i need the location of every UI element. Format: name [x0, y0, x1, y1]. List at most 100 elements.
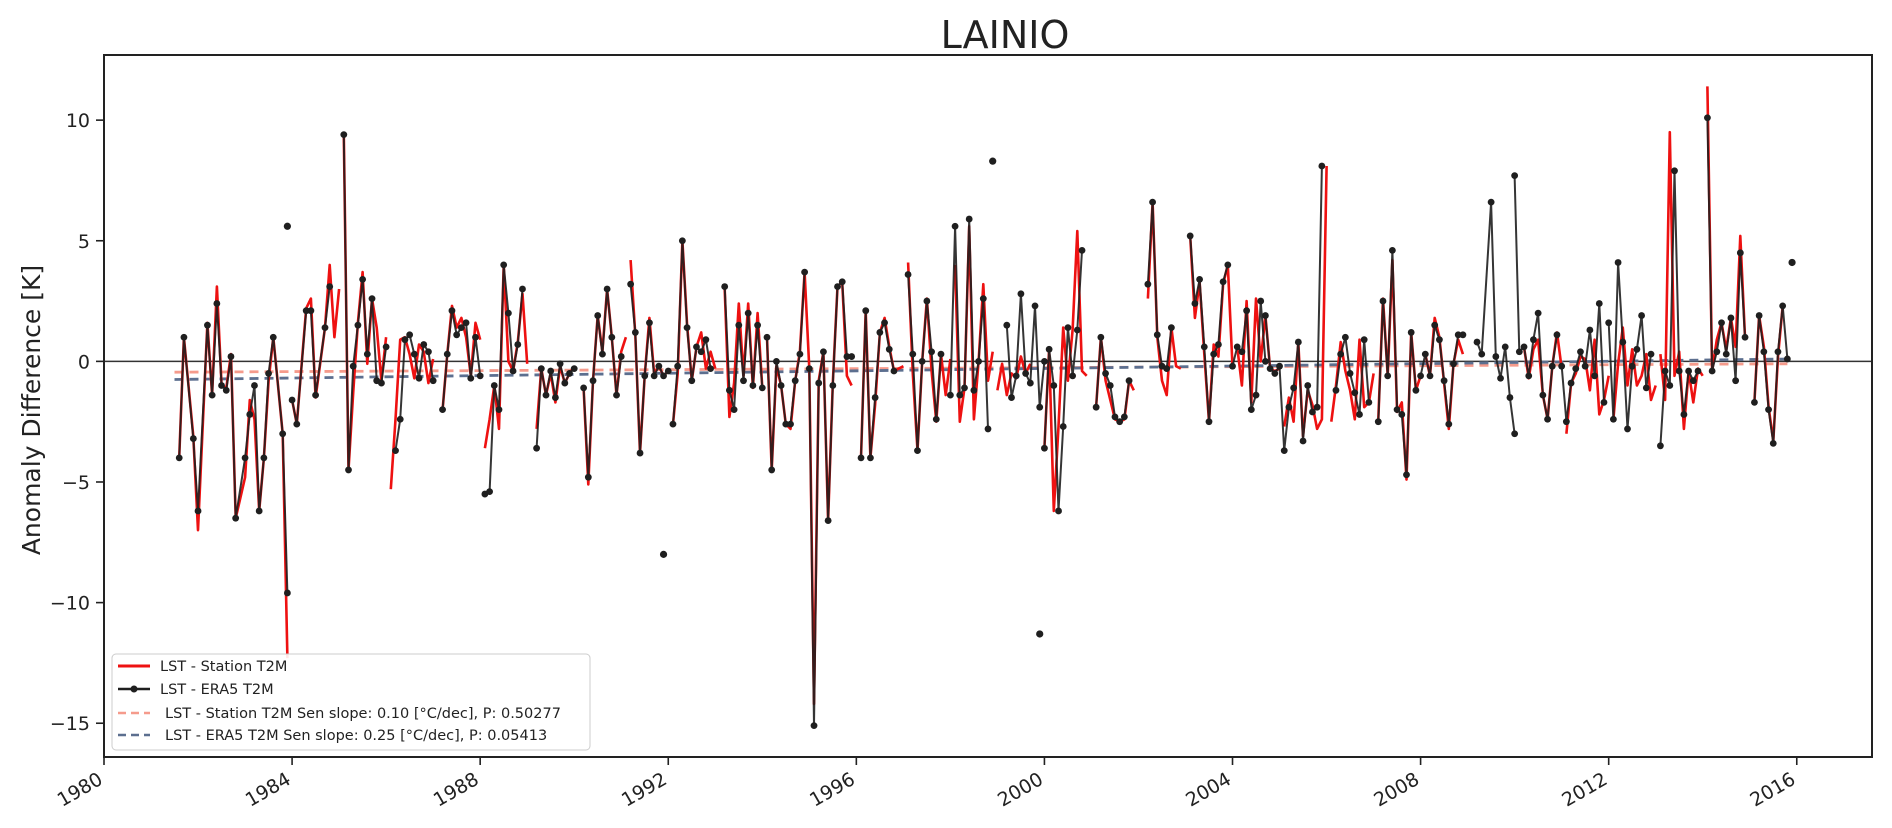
data-point-era5 [1548, 362, 1556, 370]
series-line-era5 [766, 272, 806, 471]
data-point-era5 [834, 283, 841, 290]
series-line-era5 [1753, 304, 1789, 445]
data-point-era5 [674, 362, 682, 370]
data-point-era5 [1562, 418, 1570, 426]
data-point-era5 [1102, 370, 1109, 377]
data-point-era5 [1539, 391, 1547, 399]
data-point-era5 [1022, 370, 1030, 377]
data-point-era5 [410, 350, 418, 358]
data-point-era5 [1445, 420, 1453, 428]
data-point-era5 [693, 343, 700, 351]
data-point-era5 [1219, 278, 1227, 286]
data-point-era5 [1501, 343, 1509, 351]
data-point-era5 [1200, 343, 1208, 351]
data-point-era5 [425, 348, 432, 356]
data-point-era5 [1774, 348, 1782, 356]
data-point-era5 [1619, 338, 1627, 346]
data-point-era5 [1041, 444, 1048, 452]
data-point-era5 [1167, 324, 1175, 331]
x-axis-ticks: 1980 1984 1988 1992 1996 2000 2004 2008 2012 2016 [54, 757, 1799, 812]
plot-frame [103, 54, 1873, 758]
data-point-era5 [1407, 329, 1415, 336]
data-point-era5 [1511, 430, 1519, 438]
data-point-era5 [1125, 377, 1133, 385]
data-point-era5 [1765, 406, 1772, 414]
y-tick-label: −15 [50, 713, 90, 735]
data-point-era5 [1106, 382, 1114, 389]
x-tick-label: 2004 [1182, 768, 1235, 811]
data-point-era5 [1374, 418, 1382, 426]
data-point-era5 [1661, 367, 1669, 375]
data-point-era5 [359, 275, 367, 283]
series-line-station [1706, 86, 1747, 373]
data-point-era5 [1360, 336, 1368, 344]
data-point-era5 [1045, 345, 1053, 353]
data-point-era5 [965, 215, 973, 223]
data-point-era5 [1210, 350, 1218, 358]
data-point-era5 [646, 319, 653, 327]
data-point-era5 [269, 333, 277, 341]
x-tick-label: 2008 [1370, 768, 1423, 811]
data-point-era5 [683, 324, 691, 331]
legend: LST - Station T2M LST - ERA5 T2M LST - S… [111, 653, 591, 751]
data-point-era5 [688, 377, 696, 385]
data-point-era5 [547, 367, 555, 375]
data-point-era5 [1454, 331, 1462, 339]
data-point-era5 [213, 300, 221, 307]
data-point-era5 [1567, 379, 1575, 387]
data-point-era5 [923, 297, 931, 305]
data-point-era5 [801, 268, 809, 276]
data-point-era5 [768, 466, 776, 474]
data-point-era5 [1558, 362, 1566, 370]
legend-label-era5: LST - ERA5 T2M [160, 682, 274, 698]
data-point-era5 [1247, 406, 1255, 414]
data-point-era5 [1309, 408, 1316, 416]
data-point-era5 [805, 365, 813, 373]
data-point-era5 [486, 488, 493, 496]
data-point-era5 [1280, 447, 1288, 455]
data-point-era5 [1614, 259, 1622, 266]
series-line-era5 [860, 309, 895, 459]
data-point-era5 [1012, 372, 1020, 380]
data-point-era5 [1642, 384, 1650, 392]
data-point-era5 [1671, 167, 1678, 175]
data-point-era5 [1116, 418, 1124, 426]
legend-label-station: LST - Station T2M [160, 659, 287, 675]
data-point-era5 [636, 449, 644, 457]
data-point-era5 [1760, 348, 1768, 356]
data-point-era5 [504, 309, 512, 317]
data-point-era5 [1436, 336, 1443, 344]
data-point-era5 [1417, 372, 1424, 380]
data-point-era5 [791, 377, 799, 385]
data-point-era5 [1638, 312, 1645, 319]
data-point-era5 [1008, 394, 1015, 401]
data-point-era5 [1624, 425, 1631, 433]
data-point-era5 [862, 307, 870, 315]
data-point-era5 [608, 333, 616, 341]
data-point-era5 [1186, 232, 1194, 240]
data-point-era5 [669, 420, 677, 428]
x-tick-label: 1988 [430, 768, 483, 811]
data-point-era5 [1718, 319, 1725, 327]
data-point-era5 [1224, 261, 1232, 269]
data-point-era5 [584, 473, 592, 481]
data-point-era5 [1144, 280, 1152, 288]
data-point-era5 [777, 382, 785, 389]
data-point-era5 [1238, 348, 1246, 356]
legend-marker-era5 [130, 685, 138, 693]
data-point-era5 [890, 367, 898, 375]
data-point-era5 [655, 362, 663, 370]
data-point-era5 [744, 309, 752, 317]
data-point-era5 [1271, 370, 1279, 377]
data-point-era5 [537, 365, 545, 373]
data-point-era5 [1064, 324, 1072, 331]
data-point-era5 [1544, 415, 1551, 423]
data-point-era5 [1055, 507, 1062, 515]
series-line-era5 [907, 274, 942, 452]
series-line-era5 [1513, 175, 1558, 421]
x-tick-label: 1996 [806, 768, 859, 811]
data-point-era5 [246, 411, 254, 418]
series-line-era5 [178, 302, 289, 594]
data-point-era5 [175, 454, 183, 462]
data-point-era5 [1520, 343, 1528, 351]
